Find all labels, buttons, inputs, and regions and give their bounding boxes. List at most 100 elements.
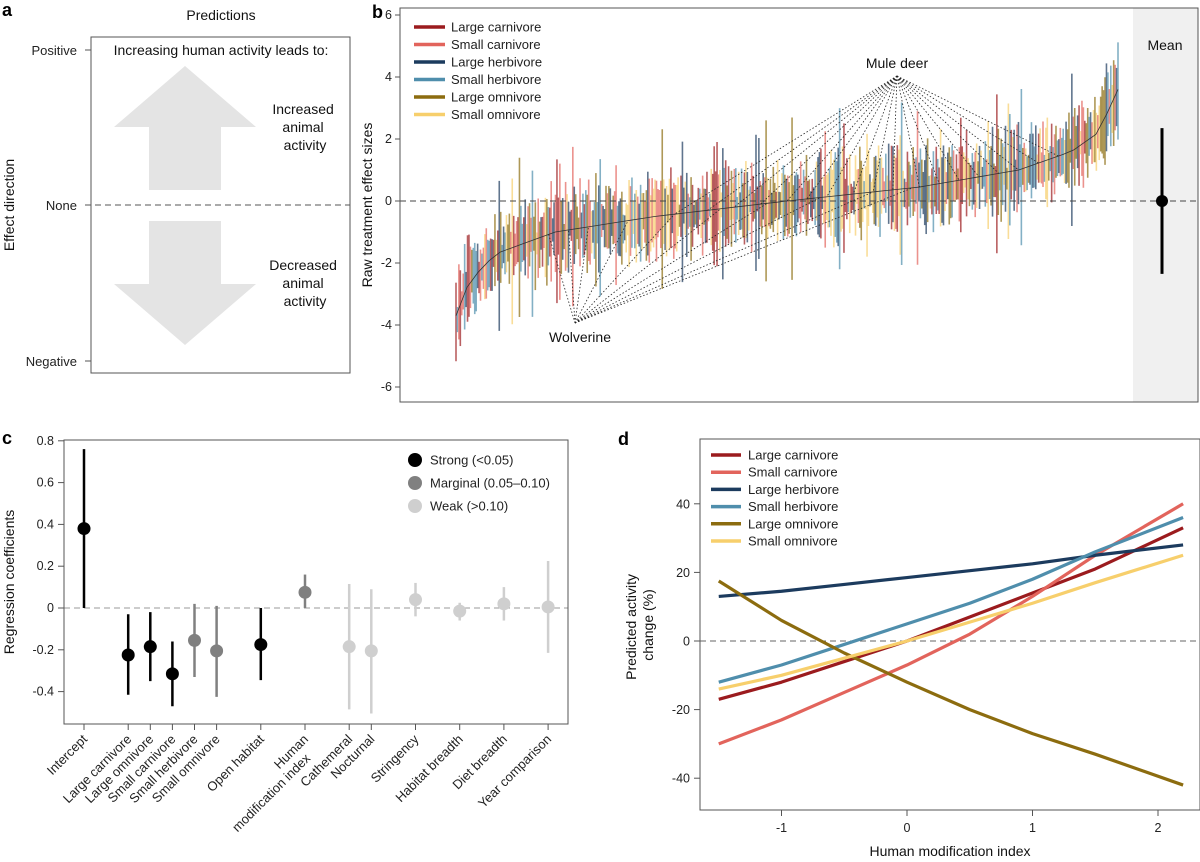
- coefficient-point: [188, 633, 201, 647]
- legend-swatch: [408, 476, 422, 490]
- series-line: [718, 553, 1184, 691]
- x-tick-label: -1: [776, 821, 787, 835]
- legend-label: Small carnivore: [748, 465, 838, 480]
- wolverine-label: Wolverine: [549, 329, 611, 345]
- y-tick-label: -4: [381, 318, 392, 332]
- y-tick-label: 0.2: [37, 559, 54, 573]
- y-tick-label: 40: [676, 497, 690, 511]
- y-tick-label: 2: [385, 132, 392, 146]
- coefficient-point: [541, 600, 555, 614]
- x-tick-label: 2: [1155, 821, 1162, 835]
- coefficient-point: [453, 604, 467, 618]
- y-tick-label: -2: [381, 256, 392, 270]
- panel-a-header: Increasing human activity leads to:: [114, 42, 329, 58]
- panel-b-y-axis: 6 4 2 0 -2 -4 -6: [381, 8, 400, 394]
- panel-label-a: a: [2, 0, 13, 20]
- series-line: [718, 543, 1184, 599]
- wolverine-pointer: [574, 202, 768, 324]
- coefficient-point: [143, 640, 157, 654]
- legend-swatch: [408, 453, 422, 467]
- mule-deer-label: Mule deer: [866, 55, 929, 71]
- coefficient-point: [364, 644, 378, 658]
- mean-point: [1156, 195, 1168, 207]
- effect-bars: [400, 42, 1198, 362]
- wolverine-pointer: [574, 197, 821, 324]
- series-line: [718, 516, 1184, 684]
- mule-deer-pointer: [872, 75, 898, 193]
- coefficient-point: [165, 667, 179, 681]
- panel-b: b 6 4 2 0 -2 -4 -6 Large carnivore Small carniv…: [359, 2, 1199, 403]
- legend-label: Small carnivore: [451, 37, 541, 52]
- coefficient-point: [298, 585, 312, 599]
- y-tick-label: 0: [385, 194, 392, 208]
- panel-c-frame: [63, 439, 569, 725]
- legend-label: Large carnivore: [451, 20, 541, 35]
- wolverine-pointer: [568, 229, 576, 324]
- up-arrow: [114, 66, 256, 190]
- ytick-positive: Positive: [31, 43, 77, 58]
- y-tick-label: 0: [47, 601, 54, 615]
- mean-marker: [1156, 128, 1168, 274]
- x-tick-label: 0: [904, 821, 911, 835]
- legend-label: Weak (>0.10): [430, 499, 508, 514]
- wolverine-pointer: [574, 226, 589, 324]
- y-tick-label: 20: [676, 566, 690, 580]
- legend-label: Large herbivore: [748, 482, 839, 497]
- mule-deer-pointer: [707, 75, 898, 211]
- coefficient-point: [77, 522, 91, 536]
- legend-label: Small herbivore: [451, 72, 541, 87]
- legend-label: Small omnivore: [748, 534, 838, 549]
- mule-deer-pointer: [674, 75, 898, 215]
- mean-label: Mean: [1147, 37, 1182, 53]
- panel-label-b: b: [372, 2, 383, 22]
- mule-deer-pointer: [896, 75, 960, 181]
- mule-deer-pointer: [806, 75, 898, 200]
- sorted-trend-line: [455, 89, 1119, 316]
- y-tick-label: 4: [385, 70, 392, 84]
- wolverine-pointer: [548, 234, 576, 324]
- wolverine-pointer: [574, 213, 675, 324]
- panel-a-ylabel: Effect direction: [1, 159, 17, 251]
- legend-label: Strong (<0.05): [430, 453, 513, 468]
- annotation-lines: [548, 75, 1059, 324]
- panel-b-frame: [399, 7, 1199, 403]
- panel-d: d 40 20 0 -20 -40 -1 0 1 2 Large carnivore Small c…: [618, 429, 1200, 859]
- panel-label-d: d: [618, 429, 629, 449]
- up-label: Increased animal activity: [272, 101, 337, 153]
- x-tick-label: 1: [1029, 821, 1036, 835]
- panel-d-frame: [699, 438, 1200, 811]
- panel-c-ylabel: Regression coefficients: [1, 510, 17, 654]
- coefficient-point: [210, 644, 224, 658]
- series-line: [718, 502, 1184, 746]
- y-tick-label: -0.2: [32, 643, 54, 657]
- series-line: [718, 526, 1184, 701]
- legend-label: Large omnivore: [451, 90, 541, 105]
- y-tick-label: -0.4: [32, 685, 54, 699]
- mule-deer-pointer: [896, 75, 980, 178]
- mule-deer-pointer: [896, 75, 1000, 174]
- y-tick-label: 0.8: [37, 434, 54, 448]
- legend-label: Large herbivore: [451, 55, 542, 70]
- panel-label-c: c: [2, 428, 12, 448]
- panel-d-xlabel: Human modification index: [869, 843, 1030, 859]
- coefficient-point: [254, 638, 268, 652]
- y-tick-label: -20: [672, 703, 690, 717]
- y-tick-label: -6: [381, 380, 392, 394]
- panel-a-title: Predictions: [186, 7, 255, 23]
- mule-deer-pointer: [896, 75, 1019, 171]
- wolverine-pointer: [574, 187, 913, 324]
- coefficient-point: [342, 640, 356, 654]
- y-tick-label: 0.4: [37, 517, 54, 531]
- panel-b-legend: Large carnivore Small carnivore Large herb…: [414, 20, 542, 122]
- legend-label: Large carnivore: [748, 448, 838, 463]
- mule-deer-pointer: [892, 75, 898, 190]
- coefficient-point: [121, 648, 135, 662]
- y-tick-label: 0: [683, 635, 690, 649]
- down-label: Decreased animal activity: [269, 257, 341, 309]
- coefficient-point: [497, 597, 511, 611]
- down-arrow: [114, 221, 256, 345]
- ytick-negative: Negative: [26, 354, 77, 369]
- y-tick-label: 0.6: [37, 476, 54, 490]
- y-tick-label: 6: [385, 8, 392, 22]
